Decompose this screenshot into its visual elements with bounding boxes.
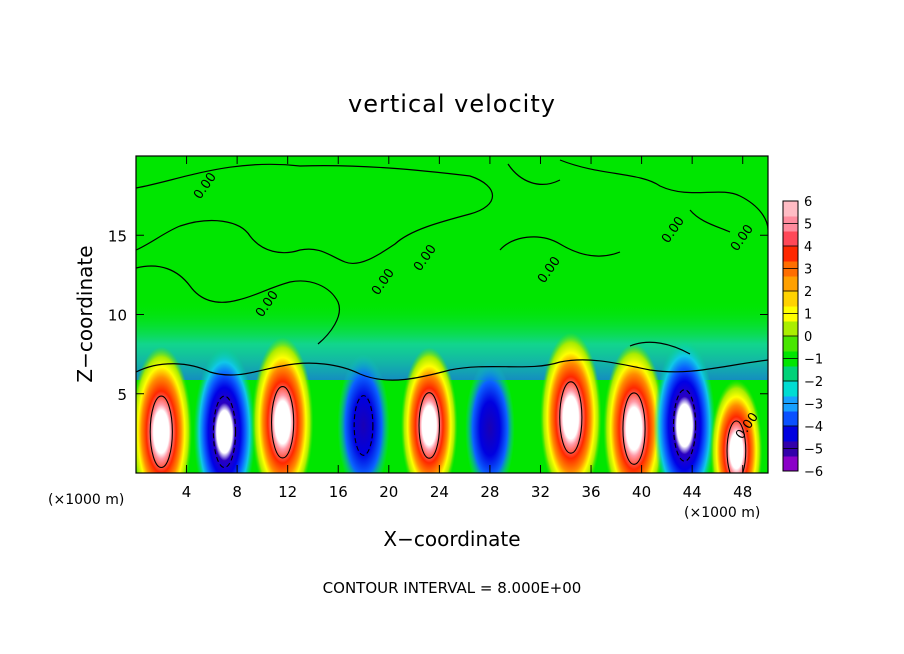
contour-interval-note: CONTOUR INTERVAL = 8.000E+00 — [323, 579, 582, 597]
x-tick-label-5: 24 — [430, 483, 449, 501]
x-tick-label-8: 36 — [581, 483, 600, 501]
updraft-cell-7 — [603, 343, 665, 473]
cell-contour-0 — [149, 395, 173, 469]
chart-title: vertical velocity — [348, 90, 556, 118]
x-tick-label-0: 4 — [182, 483, 192, 501]
colorbar-label-9: −3 — [804, 398, 823, 413]
updraft-cell-9 — [710, 379, 763, 473]
colorbar-label-3: 3 — [804, 263, 812, 278]
updraft-cell-4 — [400, 347, 458, 473]
colorbar-label-2: 4 — [804, 240, 812, 255]
colorbar-label-8: −2 — [804, 375, 823, 390]
updraft-cell-2 — [251, 337, 314, 473]
cell-contour-4 — [418, 392, 441, 459]
y-tick-label-1: 10 — [108, 307, 127, 325]
cell-contour-2 — [270, 386, 295, 459]
x-unit-label-right: (×1000 m) — [684, 505, 760, 521]
colorbar-label-4: 2 — [804, 285, 812, 300]
y-tick-label-0: 5 — [117, 386, 127, 404]
colorbar-swatch-9 — [783, 321, 798, 337]
x-tick-label-11: 48 — [733, 483, 752, 501]
colorbar: 6 5 4 3 2 1 0 −1 −2 −3 −4 −5 −6 — [782, 195, 823, 480]
colorbar-label-10: −4 — [804, 420, 823, 435]
cell-contour-3 — [353, 395, 374, 456]
x-tick-label-6: 28 — [480, 483, 499, 501]
zero-contours — [136, 159, 768, 381]
x-unit-label-left: (×1000 m) — [48, 492, 124, 508]
colorbar-swatch-12 — [783, 276, 798, 292]
downdraft-cell-3 — [337, 354, 390, 473]
colorbar-swatch-3 — [783, 411, 798, 427]
x-tick-label-3: 16 — [329, 483, 348, 501]
cell-contour-8 — [672, 389, 697, 462]
x-tick-label-7: 32 — [531, 483, 550, 501]
downdraft-cell-5 — [465, 361, 515, 473]
colorbar-swatch-2 — [783, 426, 798, 442]
y-axis: 5 10 15 — [108, 227, 768, 404]
x-tick-label-9: 40 — [632, 483, 651, 501]
colorbar-label-11: −5 — [804, 443, 823, 458]
colorbar-swatch-15 — [783, 231, 798, 247]
x-tick-label-1: 8 — [232, 483, 242, 501]
colorbar-label-0: 6 — [804, 195, 812, 210]
x-tick-label-4: 20 — [379, 483, 398, 501]
colorbar-swatch-6 — [783, 366, 798, 382]
updraft-cell-6 — [540, 332, 602, 473]
colorbar-label-7: −1 — [804, 353, 823, 368]
colorbar-swatch-5 — [783, 381, 798, 397]
colorbar-label-1: 5 — [804, 218, 812, 233]
colorbar-swatch-11 — [783, 291, 798, 307]
x-tick-label-2: 12 — [278, 483, 297, 501]
x-tick-label-10: 44 — [683, 483, 702, 501]
colorbar-swatch-17 — [783, 201, 798, 217]
cell-contour-9 — [726, 420, 747, 473]
y-axis-label: Z−coordinate — [73, 245, 97, 382]
colorbar-label-5: 1 — [804, 308, 812, 323]
downdraft-cell-8 — [653, 340, 716, 473]
colorbar-label-6: 0 — [804, 330, 812, 345]
downdraft-cell-1 — [193, 346, 256, 473]
colorbar-label-12: −6 — [804, 465, 823, 480]
y-tick-label-2: 15 — [108, 227, 127, 245]
colorbar-swatch-8 — [783, 336, 798, 352]
colorbar-swatch-0 — [783, 456, 798, 472]
plot-area — [136, 156, 768, 473]
updraft-cell-0 — [136, 346, 193, 473]
colorbar-swatch-14 — [783, 246, 798, 262]
x-axis-label: X−coordinate — [383, 527, 520, 551]
cell-contour-7 — [622, 392, 646, 465]
cell-contour-1 — [212, 395, 237, 469]
x-axis: 4 8 12 16 20 24 28 32 36 40 44 48 — [182, 156, 752, 501]
cell-contour-6 — [559, 381, 583, 454]
